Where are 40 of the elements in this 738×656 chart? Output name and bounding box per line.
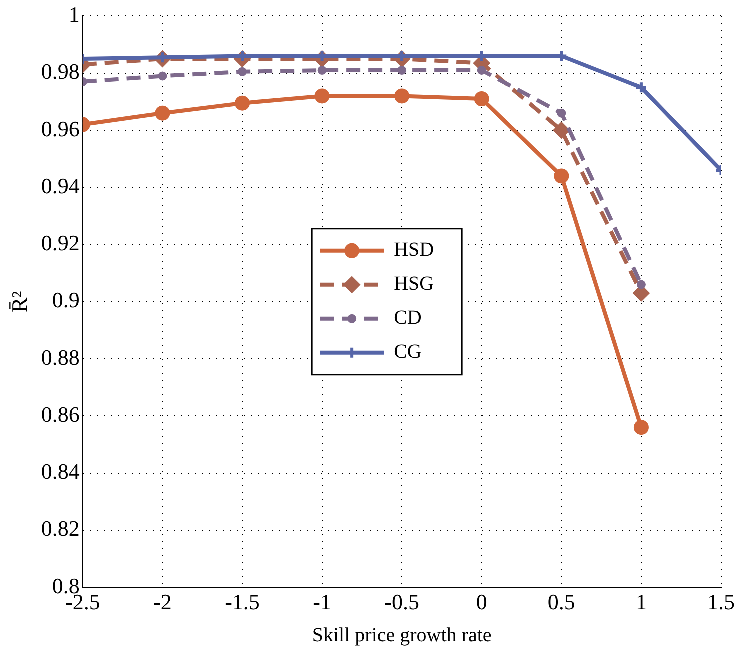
- y-tick-label: 0.96: [41, 116, 80, 142]
- point: [158, 72, 168, 81]
- x-tick-label: -2: [154, 590, 172, 615]
- x-tick-label: 1.5: [708, 590, 735, 615]
- x-tick-label: -0.5: [384, 590, 420, 615]
- x-tick-label: 0.5: [548, 590, 576, 615]
- y-tick-label: 0.94: [41, 173, 80, 198]
- y-axis-title: R̄²: [6, 290, 32, 313]
- legend-label: HSG: [394, 273, 434, 296]
- legend-label: HSD: [394, 239, 434, 262]
- x-axis-title: Skill price growth rate: [312, 624, 492, 646]
- point: [314, 88, 330, 104]
- y-tick-label: 0.98: [41, 59, 80, 84]
- x-tick-label: -1.5: [225, 590, 260, 615]
- point: [398, 66, 407, 75]
- point: [634, 81, 648, 94]
- y-tick-label: 0.92: [41, 230, 80, 256]
- point: [474, 92, 490, 107]
- point: [238, 67, 247, 76]
- x-tick-label: -1: [313, 590, 332, 615]
- point: [634, 420, 649, 436]
- y-tick-label: 0.88: [41, 344, 80, 370]
- point: [557, 108, 566, 118]
- point: [318, 66, 327, 75]
- y-tick-label: 0.9: [52, 288, 80, 313]
- point: [155, 106, 170, 121]
- point: [234, 96, 250, 111]
- y-tick-label: 0.86: [41, 402, 80, 427]
- point: [477, 66, 486, 75]
- y-tick-label: 1: [68, 2, 80, 27]
- x-tick-label: 0: [476, 590, 488, 615]
- legend-label: CG: [394, 341, 422, 364]
- point: [636, 280, 646, 290]
- y-tick-label: 0.82: [41, 516, 80, 542]
- point: [553, 122, 570, 139]
- point: [554, 168, 570, 184]
- legend-label: CD: [394, 307, 422, 330]
- point: [394, 88, 410, 104]
- y-tick-label: 0.84: [41, 459, 80, 484]
- x-tick-label: 1: [636, 590, 647, 615]
